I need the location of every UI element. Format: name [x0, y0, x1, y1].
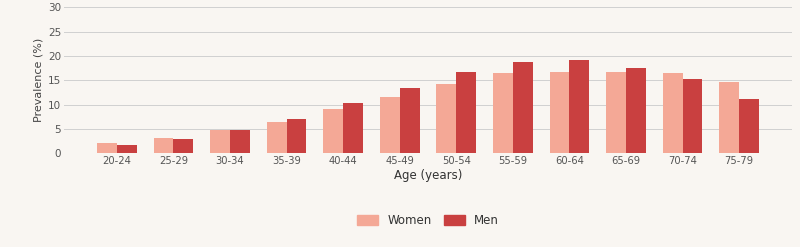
Bar: [117, 145, 137, 153]
Bar: [210, 130, 230, 153]
Bar: [174, 139, 194, 153]
Bar: [570, 60, 590, 153]
Bar: [682, 79, 702, 153]
Bar: [154, 138, 174, 153]
Bar: [380, 97, 400, 153]
Bar: [719, 82, 739, 153]
Bar: [266, 122, 286, 153]
Bar: [513, 62, 533, 153]
Bar: [606, 72, 626, 153]
X-axis label: Age (years): Age (years): [394, 169, 462, 182]
Bar: [400, 88, 419, 153]
Bar: [493, 73, 513, 153]
Legend: Women, Men: Women, Men: [352, 209, 504, 232]
Bar: [286, 119, 306, 153]
Bar: [662, 73, 682, 153]
Bar: [626, 68, 646, 153]
Bar: [437, 84, 456, 153]
Bar: [97, 144, 117, 153]
Bar: [550, 72, 570, 153]
Bar: [230, 130, 250, 153]
Bar: [456, 72, 476, 153]
Bar: [343, 103, 363, 153]
Bar: [739, 99, 759, 153]
Bar: [323, 109, 343, 153]
Y-axis label: Prevalence (%): Prevalence (%): [34, 38, 44, 123]
